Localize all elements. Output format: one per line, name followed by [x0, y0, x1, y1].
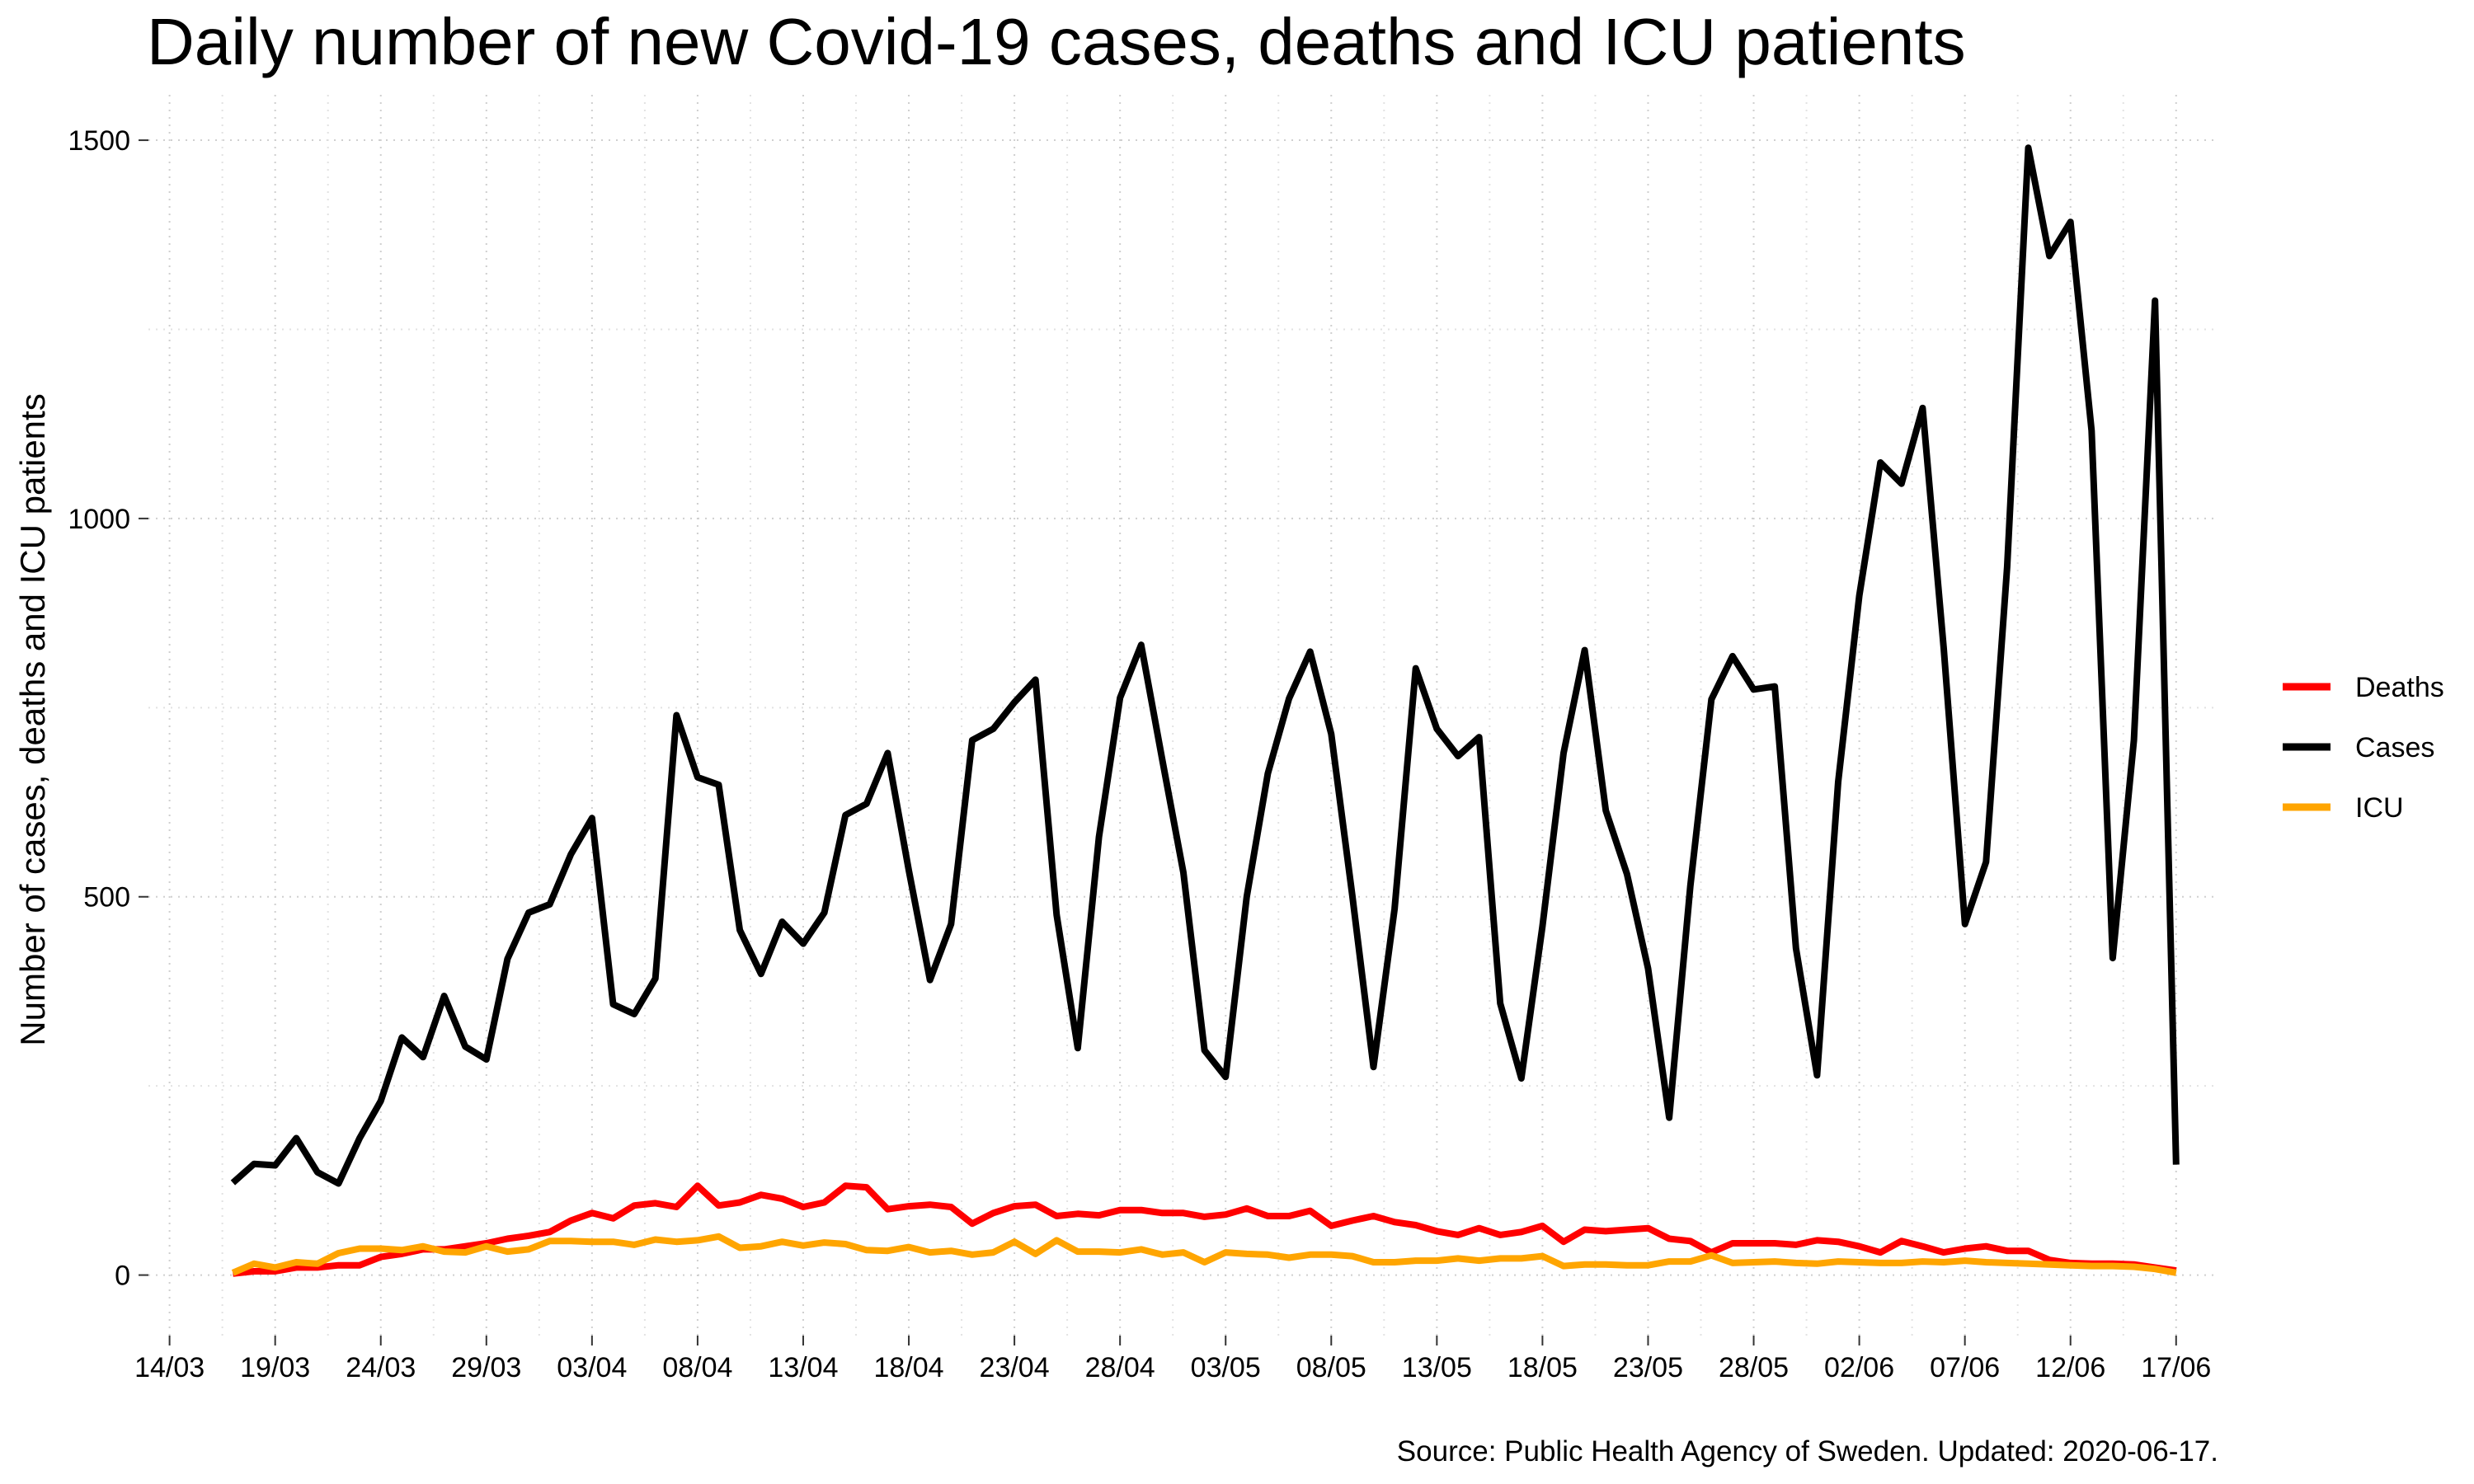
x-tick-label: 29/03: [451, 1352, 521, 1383]
x-tick-label: 03/05: [1191, 1352, 1261, 1383]
x-tick-label: 17/06: [2141, 1352, 2211, 1383]
legend-label-cases: Cases: [2355, 732, 2434, 763]
x-tick-label: 18/05: [1507, 1352, 1578, 1383]
x-tick-label: 03/04: [557, 1352, 627, 1383]
x-tick-label: 14/03: [134, 1352, 205, 1383]
x-tick-label: 08/04: [662, 1352, 732, 1383]
y-tick-label: 1500: [68, 125, 130, 157]
axes: 0 500 1000 1500 14/03 19/03 24/03 29/03 03/04 08/…: [68, 125, 2211, 1383]
x-tick-label: 13/04: [768, 1352, 838, 1383]
x-tick-label: 28/05: [1719, 1352, 1789, 1383]
x-tick-label: 07/06: [1930, 1352, 2000, 1383]
x-tick-label: 23/04: [980, 1352, 1050, 1383]
y-tick-label: 500: [83, 882, 130, 913]
series-line-cases: [230, 144, 2180, 1187]
y-axis-label: Number of cases, deaths and ICU patients: [13, 393, 52, 1045]
x-tick-label: 19/03: [240, 1352, 310, 1383]
plot-area: [230, 144, 2180, 1277]
chart-title: Daily number of new Covid-19 cases, deat…: [147, 5, 1966, 78]
legend-label-deaths: Deaths: [2355, 672, 2444, 703]
x-tick-label: 12/06: [2035, 1352, 2105, 1383]
x-tick-label: 18/04: [873, 1352, 943, 1383]
y-tick-label: 1000: [68, 504, 130, 535]
legend: Deaths Cases ICU: [2283, 672, 2444, 824]
series-line-deaths: [232, 1182, 2177, 1277]
source-caption: Source: Public Health Agency of Sweden. …: [1397, 1435, 2218, 1468]
legend-label-icu: ICU: [2355, 792, 2404, 824]
x-tick-label: 02/06: [1824, 1352, 1894, 1383]
grid: [148, 95, 2218, 1336]
x-tick-label: 13/05: [1402, 1352, 1472, 1383]
x-tick-label: 28/04: [1085, 1352, 1155, 1383]
x-tick-label: 24/03: [346, 1352, 416, 1383]
y-tick-label: 0: [115, 1261, 130, 1292]
x-tick-label: 23/05: [1613, 1352, 1683, 1383]
x-tick-label: 08/05: [1296, 1352, 1366, 1383]
series-line-icu: [231, 1233, 2177, 1276]
